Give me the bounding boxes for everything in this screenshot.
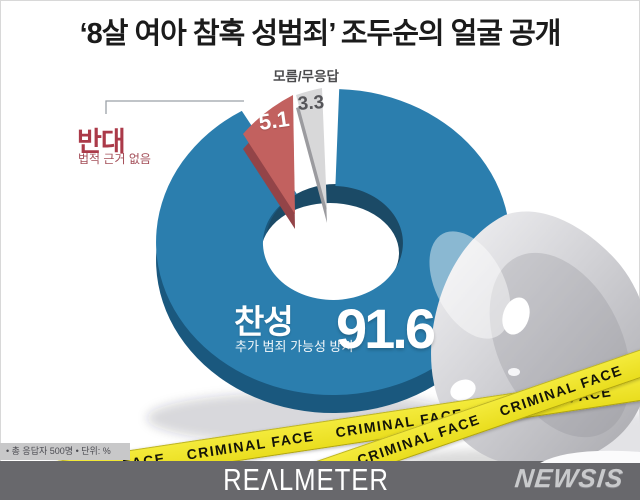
slice-oppose [243,95,295,214]
label-agree: 찬성 [234,303,294,340]
slice-agree [156,89,511,396]
mask-glint [508,368,520,376]
paper-curl [540,450,640,463]
survey-footnote: • 총 응답자 500명 • 단위: % [0,443,130,460]
leader-line [105,100,244,114]
footer-bar [0,461,640,500]
mask-highlight [429,231,511,339]
label-oppose: 반대 [77,127,126,157]
label-agree-sub: 추가 범죄 가능성 방지 [235,339,354,354]
donut-hole [261,203,399,303]
label-oppose-sub: 법적 근거 없음 [78,152,151,166]
newsis-logo: NEWSIS [513,463,626,493]
realmeter-logo: REΛLMETER [223,462,389,497]
slice-unknown [296,88,327,210]
mask-hole-left [450,379,476,401]
page-title: ‘8살 여아 참혹 성범죄’ 조두순의 얼굴 공개 [79,18,562,50]
label-unknown: 모름/무응답 [273,69,339,84]
mask-eye-hole [502,297,530,335]
value-agree: 91.6 [336,297,436,360]
